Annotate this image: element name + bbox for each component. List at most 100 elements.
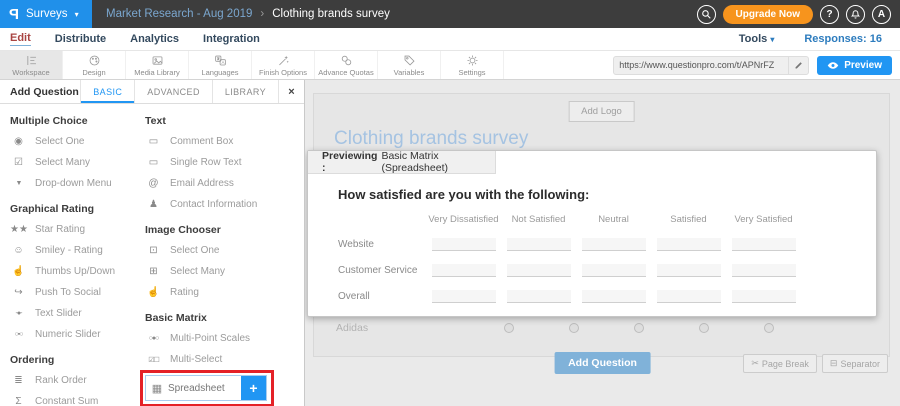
qtype-image-select-many[interactable]: ⊞ Select Many: [145, 261, 301, 282]
matrix-input[interactable]: [656, 290, 721, 303]
smiley-icon: ☺: [13, 245, 24, 256]
matrix-input[interactable]: [431, 264, 496, 277]
qtype-contact-information[interactable]: ♟ Contact Information: [145, 194, 301, 215]
qtype-email-address[interactable]: @ Email Address: [145, 173, 301, 194]
search-button[interactable]: [696, 4, 716, 24]
qtype-multi-point-scales[interactable]: ○●○ Multi-Point Scales: [145, 328, 301, 349]
matrix-input[interactable]: [431, 238, 496, 251]
matrix-input[interactable]: [731, 290, 796, 303]
matrix-row-adidas: Adidas: [314, 322, 889, 334]
qtype-multi-select[interactable]: ☑☐ Multi-Select: [145, 349, 301, 370]
svg-text:A: A: [221, 60, 224, 65]
qtype-star-rating[interactable]: ★★ Star Rating: [10, 219, 145, 240]
matrix-input[interactable]: [581, 264, 646, 277]
qtype-label: Multi-Select: [170, 354, 223, 365]
qtype-thumbs-up-down[interactable]: ☝ Thumbs Up/Down: [10, 261, 145, 282]
account-avatar[interactable]: A: [872, 4, 891, 24]
add-question-button[interactable]: Add Question: [554, 352, 651, 374]
gear-icon: [466, 54, 478, 66]
separator-icon: ⊟: [829, 358, 838, 368]
add-spreadsheet-button[interactable]: +: [241, 376, 266, 400]
panel-column-1: Multiple Choice ◉ Select One ☑ Select Ma…: [10, 106, 145, 406]
qtype-select-one[interactable]: ◉ Select One: [10, 131, 145, 152]
dropdown-icon: ▼: [15, 180, 23, 187]
tool-advance-quotas[interactable]: Advance Quotas: [315, 51, 378, 79]
tool-finish-options[interactable]: Finish Options: [252, 51, 315, 79]
qtype-select-many[interactable]: ☑ Select Many: [10, 152, 145, 173]
preview-button[interactable]: Preview: [817, 55, 892, 75]
row-label: Customer Service: [338, 265, 418, 276]
radio-button[interactable]: [568, 323, 579, 333]
matrix-input[interactable]: [656, 238, 721, 251]
edit-url-button[interactable]: [788, 56, 808, 74]
radio-button[interactable]: [763, 323, 774, 333]
breadcrumb-separator: ›: [260, 8, 265, 20]
tool-design[interactable]: Design: [63, 51, 126, 79]
qtype-text-slider[interactable]: -●- Text Slider: [10, 303, 145, 324]
matrix-input[interactable]: [431, 290, 496, 303]
tab-basic[interactable]: BASIC: [80, 80, 134, 103]
matrix-input[interactable]: [506, 238, 571, 251]
responses-count[interactable]: Responses: 16: [804, 33, 882, 45]
survey-title[interactable]: Clothing brands survey: [334, 128, 529, 149]
tool-settings[interactable]: Settings: [441, 51, 504, 79]
radio-button[interactable]: [698, 323, 709, 333]
qtype-image-rating[interactable]: ☝ Rating: [145, 282, 301, 303]
tab-library[interactable]: LIBRARY: [211, 80, 278, 103]
breadcrumb-folder[interactable]: Market Research - Aug 2019: [106, 8, 253, 20]
survey-url-input[interactable]: [614, 60, 789, 70]
spreadsheet-icon: ▦: [151, 382, 163, 395]
qtype-dropdown-menu[interactable]: ▼ Drop-down Menu: [10, 173, 145, 194]
tools-menu[interactable]: Tools ▾: [739, 33, 775, 45]
qtype-constant-sum[interactable]: Σ Constant Sum: [10, 391, 145, 406]
star-icon: ★★: [10, 224, 28, 235]
qtype-label: Rank Order: [35, 375, 87, 386]
qtype-single-row-text[interactable]: ▭ Single Row Text: [145, 152, 301, 173]
matrix-input[interactable]: [581, 238, 646, 251]
qtype-image-select-one[interactable]: ⊡ Select One: [145, 240, 301, 261]
nav-tab-distribute[interactable]: Distribute: [54, 33, 107, 45]
upgrade-now-button[interactable]: Upgrade Now: [722, 4, 813, 24]
section-header-basic-matrix: Basic Matrix: [145, 312, 207, 324]
add-logo-button[interactable]: Add Logo: [568, 101, 635, 122]
matrix-input[interactable]: [581, 290, 646, 303]
qtype-rank-order[interactable]: ≣ Rank Order: [10, 370, 145, 391]
preview-label: Preview: [844, 59, 882, 71]
matrix-input[interactable]: [506, 290, 571, 303]
tool-variables[interactable]: Variables: [378, 51, 441, 79]
close-panel-button[interactable]: ×: [278, 80, 304, 103]
qtype-push-to-social[interactable]: ↪ Push To Social: [10, 282, 145, 303]
tool-media-library[interactable]: Media Library: [126, 51, 189, 79]
radio-button[interactable]: [503, 323, 514, 333]
tab-advanced[interactable]: ADVANCED: [134, 80, 212, 103]
qtype-label: Email Address: [170, 178, 234, 189]
nav-tab-edit[interactable]: Edit: [10, 32, 31, 46]
tool-languages[interactable]: A Languages: [189, 51, 252, 79]
matrix-input[interactable]: [656, 264, 721, 277]
workspace-toolbar: Workspace Design Media Library A Languag…: [0, 51, 900, 80]
tool-workspace[interactable]: Workspace: [0, 51, 63, 79]
avatar-letter: A: [877, 8, 886, 20]
radio-button[interactable]: [633, 323, 644, 333]
breadcrumb: Market Research - Aug 2019 › Clothing br…: [106, 8, 390, 20]
qtype-comment-box[interactable]: ▭ Comment Box: [145, 131, 301, 152]
qtype-spreadsheet[interactable]: ▦ Spreadsheet +: [145, 375, 267, 401]
page-break-button[interactable]: ✂ Page Break: [743, 354, 817, 373]
nav-tab-analytics[interactable]: Analytics: [130, 33, 180, 45]
tool-label: Languages: [201, 67, 239, 77]
matrix-input[interactable]: [506, 264, 571, 277]
qtype-numeric-slider[interactable]: ○▪○ Numeric Slider: [10, 324, 145, 345]
nav-tab-integration[interactable]: Integration: [203, 33, 260, 45]
toolbar-right: Preview: [613, 51, 900, 79]
section-header-multiple-choice: Multiple Choice: [10, 115, 88, 127]
notifications-button[interactable]: [846, 4, 865, 24]
help-button[interactable]: ?: [820, 4, 839, 24]
popup-header-prefix: Previewing :: [322, 150, 378, 174]
matrix-input[interactable]: [731, 264, 796, 277]
multi-select-icon: ☑☐: [148, 356, 160, 364]
qtype-smiley-rating[interactable]: ☺ Smiley - Rating: [10, 240, 145, 261]
separator-button[interactable]: ⊟ Separator: [821, 354, 888, 373]
qtype-label: Spreadsheet: [168, 382, 225, 394]
surveys-product-menu[interactable]: P Surveys ▾: [0, 0, 92, 28]
matrix-input[interactable]: [731, 238, 796, 251]
